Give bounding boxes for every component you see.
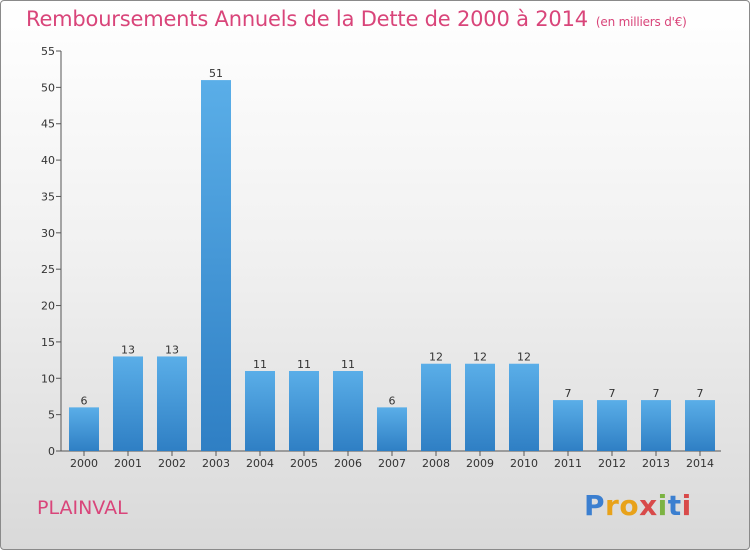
x-tick-label: 2011 — [554, 457, 582, 470]
bar — [113, 356, 143, 451]
x-tick-label: 2008 — [422, 457, 450, 470]
bar-value-label: 12 — [429, 351, 443, 364]
y-tick-label: 0 — [48, 445, 55, 458]
chart-unit: (en milliers d'€) — [595, 15, 687, 29]
bar — [421, 363, 451, 451]
bar — [597, 400, 627, 451]
chart-bars — [69, 80, 715, 451]
y-tick-label: 35 — [41, 190, 55, 203]
x-tick-label: 2005 — [290, 457, 318, 470]
chart-title-text: Remboursements Annuels de la Dette de 20… — [26, 7, 588, 31]
y-tick-label: 40 — [41, 154, 55, 167]
bar-value-label: 12 — [517, 351, 531, 364]
x-tick-label: 2004 — [246, 457, 274, 470]
bar-value-label: 11 — [341, 358, 355, 371]
bar-value-label: 7 — [653, 387, 660, 400]
y-tick-label: 45 — [41, 118, 55, 131]
y-tick-label: 50 — [41, 81, 55, 94]
bar-value-label: 6 — [389, 394, 396, 407]
bar-value-label: 13 — [121, 343, 135, 356]
x-tick-label: 2006 — [334, 457, 362, 470]
bar — [333, 371, 363, 451]
x-tick-label: 2009 — [466, 457, 494, 470]
bar-value-label: 7 — [609, 387, 616, 400]
commune-name: PLAINVAL — [37, 497, 128, 519]
bar — [245, 371, 275, 451]
y-tick-label: 30 — [41, 227, 55, 240]
bar-value-label: 12 — [473, 351, 487, 364]
bar — [685, 400, 715, 451]
bar-value-label: 7 — [697, 387, 704, 400]
bar-value-label: 7 — [565, 387, 572, 400]
x-tick-label: 2010 — [510, 457, 538, 470]
bar — [157, 356, 187, 451]
x-tick-label: 2001 — [114, 457, 142, 470]
x-tick-label: 2002 — [158, 457, 186, 470]
bar — [465, 363, 495, 451]
bar-value-label: 11 — [297, 358, 311, 371]
y-tick-label: 10 — [41, 372, 55, 385]
x-tick-label: 2013 — [642, 457, 670, 470]
bar — [377, 407, 407, 451]
bar — [69, 407, 99, 451]
proxiti-logo: Proxiti — [584, 489, 692, 522]
bar — [509, 363, 539, 451]
bar — [289, 371, 319, 451]
y-tick-label: 25 — [41, 263, 55, 276]
bar-value-label: 11 — [253, 358, 267, 371]
chart-title: Remboursements Annuels de la Dette de 20… — [26, 7, 687, 31]
y-tick-label: 55 — [41, 45, 55, 58]
bar — [201, 80, 231, 451]
y-tick-label: 20 — [41, 300, 55, 313]
bar-value-label: 13 — [165, 343, 179, 356]
y-tick-label: 5 — [48, 409, 55, 422]
x-tick-label: 2014 — [686, 457, 714, 470]
bar-value-label: 6 — [81, 394, 88, 407]
x-tick-label: 2007 — [378, 457, 406, 470]
chart-labels: 6 2000 13 2001 13 2002 51 2003 11 2004 11 2005 11 200… — [70, 67, 714, 470]
x-tick-label: 2012 — [598, 457, 626, 470]
bar — [553, 400, 583, 451]
x-tick-label: 2003 — [202, 457, 230, 470]
y-tick-label: 15 — [41, 336, 55, 349]
x-tick-label: 2000 — [70, 457, 98, 470]
bar-value-label: 51 — [209, 67, 223, 80]
bar — [641, 400, 671, 451]
